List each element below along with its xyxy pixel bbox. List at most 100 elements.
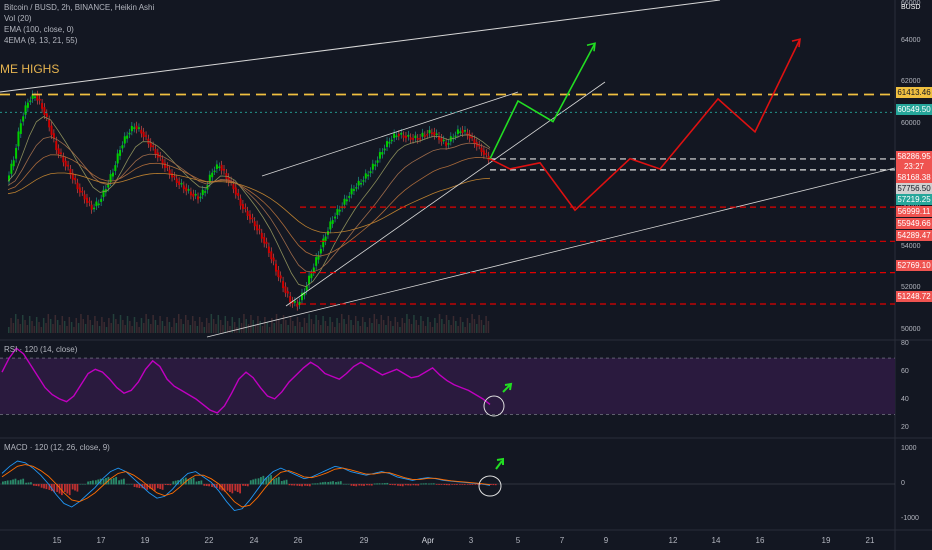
candle bbox=[487, 155, 490, 161]
candle bbox=[461, 129, 464, 133]
volume-bar bbox=[343, 319, 345, 333]
price-axis-tick: 54000 bbox=[901, 243, 921, 251]
time-axis-label: 24 bbox=[249, 536, 259, 545]
candle bbox=[256, 224, 259, 231]
volume-bar bbox=[350, 320, 352, 333]
volume-bar bbox=[278, 319, 280, 333]
volume-bar bbox=[201, 322, 203, 333]
volume-bar bbox=[110, 323, 112, 333]
volume-bar bbox=[289, 316, 292, 333]
volume-bar bbox=[282, 315, 285, 333]
macd-histogram-bar bbox=[378, 483, 381, 485]
rsi-axis-tick: 60 bbox=[901, 368, 909, 376]
candle bbox=[435, 133, 438, 136]
candle bbox=[430, 132, 433, 135]
macd-histogram-bar bbox=[463, 484, 466, 485]
volume-bar bbox=[73, 327, 75, 333]
candle bbox=[33, 96, 36, 98]
candle bbox=[282, 280, 285, 289]
volume-bar bbox=[233, 322, 236, 333]
macd-histogram-bar bbox=[182, 478, 185, 485]
volume-bar bbox=[464, 327, 466, 333]
time-axis-label: 5 bbox=[515, 536, 521, 545]
candle bbox=[161, 159, 164, 165]
volume-bar bbox=[14, 314, 17, 333]
volume-bar bbox=[138, 327, 140, 333]
candle bbox=[182, 185, 185, 190]
candle bbox=[423, 135, 426, 137]
volume-bar bbox=[471, 314, 473, 333]
macd-histogram-bar bbox=[399, 484, 402, 487]
volume-bar bbox=[392, 326, 394, 333]
macd-histogram-bar bbox=[363, 484, 365, 486]
macd-histogram-bar bbox=[397, 484, 399, 486]
macd-histogram-bar bbox=[352, 484, 355, 487]
volume-bar bbox=[154, 320, 157, 333]
macd-histogram-bar bbox=[381, 483, 384, 485]
candle bbox=[402, 135, 405, 138]
candle bbox=[416, 138, 419, 140]
macd-axis-tick: 1000 bbox=[901, 444, 917, 452]
volume-bar bbox=[459, 317, 462, 333]
volume-bar bbox=[33, 326, 36, 333]
macd-histogram-bar bbox=[314, 483, 317, 485]
macd-histogram-bar bbox=[394, 484, 396, 486]
candle bbox=[319, 248, 322, 254]
macd-histogram-bar bbox=[265, 477, 268, 485]
volume-bar bbox=[224, 316, 227, 333]
candle bbox=[265, 241, 268, 245]
macd-histogram-bar bbox=[63, 484, 66, 492]
volume-bar bbox=[240, 323, 243, 333]
macd-histogram-bar bbox=[71, 484, 74, 490]
macd-arrow-head bbox=[496, 457, 504, 465]
macd-histogram-bar bbox=[412, 484, 415, 486]
volume-bar bbox=[476, 324, 478, 333]
candle bbox=[336, 209, 339, 215]
candle bbox=[189, 191, 192, 196]
macd-histogram-bar bbox=[422, 483, 425, 485]
volume-bar bbox=[431, 327, 434, 333]
macd-histogram-bar bbox=[456, 484, 458, 485]
candle bbox=[456, 129, 459, 134]
volume-bar bbox=[327, 326, 329, 333]
candle bbox=[473, 139, 476, 144]
macd-histogram-bar bbox=[471, 484, 474, 485]
macd-histogram-bar bbox=[476, 484, 479, 485]
macd-histogram-bar bbox=[440, 484, 443, 485]
volume-bar bbox=[250, 315, 252, 333]
candle bbox=[12, 160, 15, 167]
macd-histogram-bar bbox=[231, 484, 234, 494]
volume-bar bbox=[292, 321, 294, 333]
candle bbox=[409, 137, 412, 140]
candle bbox=[180, 182, 183, 185]
candle bbox=[426, 133, 429, 136]
macd-histogram-bar bbox=[22, 478, 25, 485]
macd-histogram-bar bbox=[45, 484, 48, 490]
candle bbox=[41, 103, 44, 109]
volume-bar bbox=[338, 323, 341, 333]
volume-bar bbox=[301, 327, 303, 333]
candle bbox=[466, 132, 469, 136]
volume-bar bbox=[331, 322, 334, 333]
macd-histogram-bar bbox=[329, 481, 332, 485]
candle bbox=[334, 216, 337, 219]
volume-bar bbox=[352, 325, 355, 333]
volume-bar bbox=[299, 322, 301, 333]
macd-histogram-bar bbox=[293, 484, 296, 486]
candle bbox=[168, 169, 171, 175]
volume-bar bbox=[243, 314, 245, 333]
macd-histogram-bar bbox=[414, 484, 417, 486]
volume-bar bbox=[385, 325, 387, 333]
candle bbox=[407, 134, 410, 137]
volume-bar bbox=[54, 315, 57, 333]
candle bbox=[440, 138, 443, 142]
volume-bar bbox=[145, 314, 147, 333]
candle bbox=[355, 187, 358, 189]
macd-histogram-bar bbox=[125, 484, 128, 485]
volume-bar bbox=[455, 321, 457, 333]
candle bbox=[428, 130, 431, 134]
macd-histogram-bar bbox=[249, 480, 252, 485]
volume-bar bbox=[478, 315, 480, 333]
vol-indicator-label: Vol (20) bbox=[4, 14, 32, 23]
